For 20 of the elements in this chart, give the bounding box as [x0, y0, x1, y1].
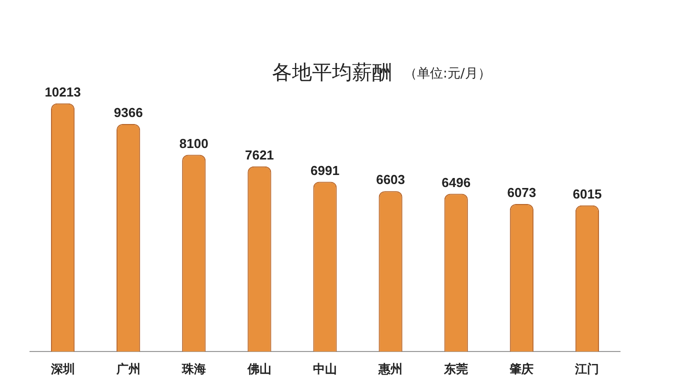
x-tick-label: 深圳 [50, 362, 75, 376]
chart-subtitle: （单位:元/月） [404, 66, 491, 82]
data-label: 6015 [572, 186, 602, 202]
x-tick-label: 佛山 [246, 362, 272, 376]
data-label: 6603 [376, 172, 406, 188]
data-label: 9366 [114, 105, 143, 120]
data-label: 6073 [507, 185, 536, 200]
data-label: 6496 [442, 174, 471, 190]
x-tick-label: 东莞 [443, 362, 468, 376]
x-tick-label: 广州 [115, 362, 140, 376]
x-tick-label: 中山 [313, 362, 337, 376]
data-label: 6991 [310, 162, 340, 178]
x-tick-label: 肇庆 [508, 362, 534, 376]
chart-title: 各地平均薪酬 [272, 60, 392, 84]
data-label: 7621 [244, 147, 274, 162]
data-label: 10213 [44, 84, 81, 100]
data-label: 8100 [179, 136, 208, 151]
x-tick-label: 珠海 [180, 362, 206, 376]
x-tick-label: 惠州 [378, 362, 403, 376]
x-tick-label: 江门 [574, 362, 600, 376]
